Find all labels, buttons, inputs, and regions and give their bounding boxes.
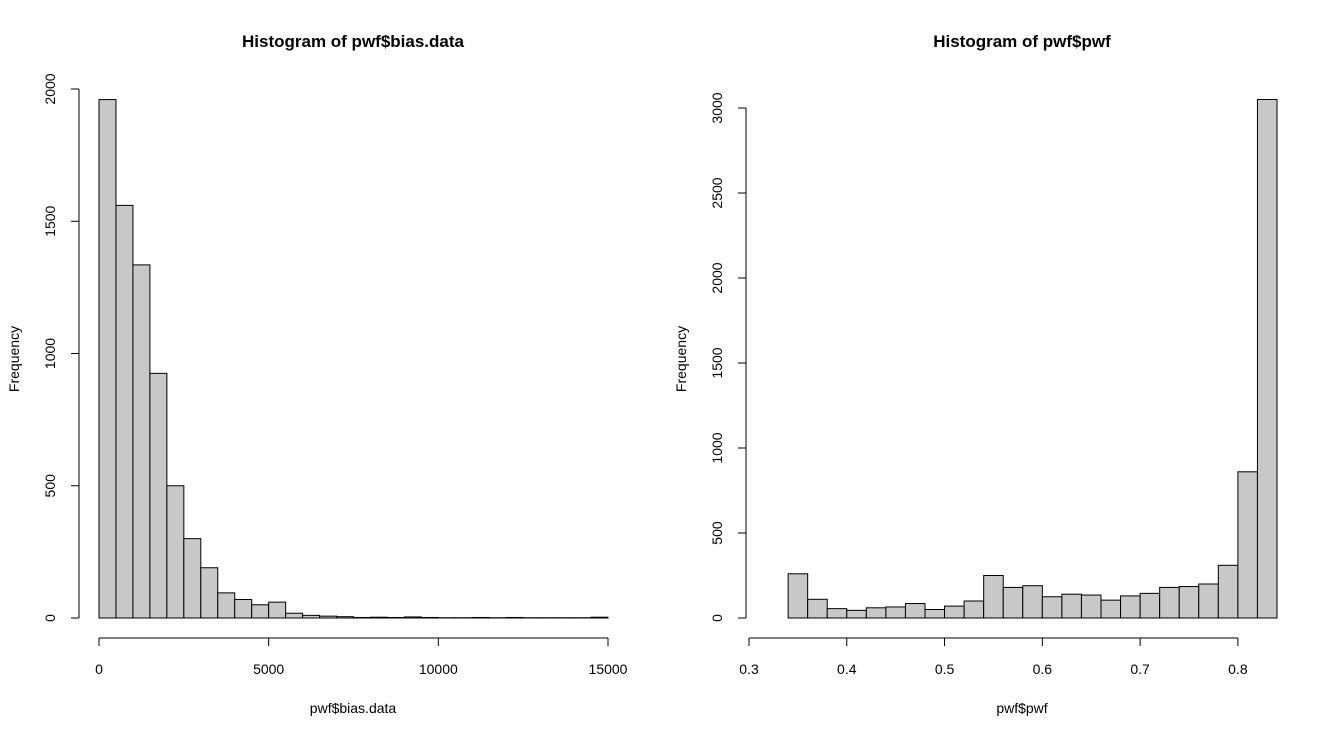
histogram-bar [846, 609, 867, 619]
x-tick-label: 10000 [419, 661, 458, 677]
chart-title: Histogram of pwf$bias.data [242, 32, 465, 51]
histogram-bar [319, 615, 338, 619]
x-tick-label: 0 [95, 661, 103, 677]
histogram-bar [285, 612, 304, 619]
histogram-bar [590, 616, 609, 619]
bars-group [98, 99, 609, 619]
x-tick-label: 0.5 [935, 661, 955, 677]
histogram-bar [200, 567, 219, 619]
x-axis: 0 5000 10000 15000 [95, 637, 628, 677]
x-axis-label: pwf$bias.data [310, 700, 397, 716]
histogram-bar [1198, 583, 1219, 619]
histogram-bar [268, 601, 287, 619]
histogram-bar [1256, 99, 1278, 619]
histogram-panel-bias-data: Histogram of pwf$bias.data pwf$bias.data… [6, 32, 628, 716]
y-axis-label: Frequency [673, 326, 689, 392]
histogram-bar [807, 598, 828, 619]
histogram-bar [505, 616, 524, 619]
histogram-bar [924, 609, 946, 619]
histogram-bar [132, 264, 151, 619]
histogram-bar [471, 616, 490, 619]
histogram-bar [217, 592, 236, 619]
histogram-bar [149, 372, 168, 619]
y-tick-label: 1000 [42, 338, 58, 369]
histogram-bar [369, 616, 388, 619]
histogram-bar [865, 607, 887, 619]
histogram-bar [1217, 564, 1239, 619]
histogram-bar [944, 605, 965, 619]
histogram-bar [98, 99, 117, 619]
y-tick-label: 500 [42, 474, 58, 498]
histogram-bar [1002, 586, 1024, 619]
y-tick-label: 1000 [709, 432, 725, 463]
histogram-bar [234, 598, 253, 619]
histogram-bar [353, 616, 371, 619]
histogram-bar [1022, 585, 1043, 619]
x-tick-label: 0.3 [739, 661, 759, 677]
histogram-bar [166, 485, 185, 619]
x-axis-label: pwf$pwf [996, 700, 1047, 716]
histogram-bar [1159, 586, 1180, 619]
x-tick-label: 0.4 [837, 661, 857, 677]
histogram-bar [1080, 594, 1102, 619]
y-axis: 0 500 1000 1500 2000 [42, 73, 80, 622]
y-axis-label: Frequency [6, 326, 22, 392]
histogram-bar [302, 614, 321, 619]
histogram-bar [1041, 596, 1063, 619]
y-tick-label: 2500 [709, 177, 725, 208]
bars-group [787, 99, 1278, 619]
histogram-bar [336, 616, 354, 619]
histogram-bar [386, 616, 405, 619]
y-tick-label: 2000 [709, 262, 725, 293]
x-tick-label: 0.7 [1130, 661, 1150, 677]
histogram-bar [1237, 471, 1258, 619]
histogram-bar [787, 573, 809, 619]
histogram-bar [403, 616, 422, 619]
y-tick-label: 1500 [42, 205, 58, 236]
histogram-bar [1139, 592, 1161, 619]
y-axis: 0 500 1000 1500 2000 2500 3000 [709, 92, 747, 622]
x-tick-label: 15000 [589, 661, 628, 677]
y-tick-label: 0 [42, 614, 58, 622]
histogram-bar [420, 616, 439, 619]
histogram-bar [183, 538, 202, 619]
histogram-bar [826, 608, 848, 619]
y-tick-label: 1500 [709, 347, 725, 378]
histogram-bar [1178, 586, 1200, 619]
x-tick-label: 5000 [253, 661, 284, 677]
histogram-bar [1100, 599, 1122, 619]
histogram-bar [115, 204, 134, 619]
histogram-bar [1120, 595, 1141, 619]
histogram-bar [1061, 593, 1082, 619]
histogram-bar [251, 604, 270, 619]
histogram-bar [904, 603, 926, 619]
y-tick-label: 500 [709, 521, 725, 545]
x-tick-label: 0.8 [1228, 661, 1248, 677]
histogram-bar [963, 600, 985, 619]
histogram-bar [885, 606, 906, 619]
y-tick-label: 3000 [709, 92, 725, 123]
histogram-panel-pwf: Histogram of pwf$pwf pwf$pwf Frequency 0… [673, 32, 1278, 716]
y-tick-label: 0 [709, 614, 725, 622]
x-tick-label: 0.6 [1033, 661, 1053, 677]
histogram-bar [983, 575, 1004, 619]
y-tick-label: 2000 [42, 73, 58, 104]
chart-title: Histogram of pwf$pwf [933, 32, 1111, 51]
x-axis: 0.3 0.4 0.5 0.6 0.7 0.8 [739, 637, 1248, 677]
